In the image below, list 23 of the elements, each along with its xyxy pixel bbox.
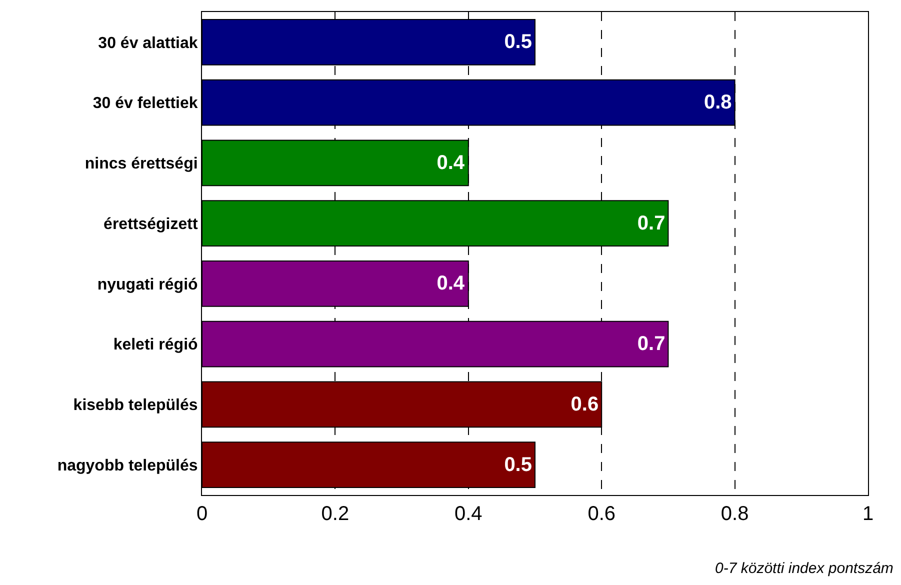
x-tick-label: 0.6 bbox=[588, 503, 616, 525]
x-tick-label: 0.8 bbox=[720, 503, 749, 525]
data-label: 0.5 bbox=[504, 454, 532, 476]
y-tick-label: nagyobb település bbox=[57, 457, 198, 474]
y-tick-label: érettségizett bbox=[104, 216, 198, 233]
data-label: 0.4 bbox=[436, 272, 466, 295]
data-label: 0.8 bbox=[704, 92, 732, 114]
y-tick-label: keleti régió bbox=[113, 336, 198, 354]
x-axis-title: 0-7 közötti index pontszám bbox=[715, 560, 894, 577]
x-tick-label: 0 bbox=[196, 503, 208, 525]
data-label: 0.4 bbox=[436, 152, 466, 174]
y-tick-label: 30 év felettiek bbox=[92, 95, 198, 112]
data-label: 0.5 bbox=[504, 31, 532, 54]
x-tick-label: 0.2 bbox=[321, 503, 350, 525]
data-label: 0.6 bbox=[570, 393, 599, 416]
data-label: 0.7 bbox=[637, 333, 666, 356]
y-tick-label: kisebb település bbox=[73, 397, 198, 414]
y-tick-label: 30 év alattiak bbox=[98, 34, 198, 52]
x-tick-label: 1 bbox=[862, 503, 874, 525]
data-label: 0.7 bbox=[637, 212, 666, 234]
x-tick-label: 0.4 bbox=[454, 503, 482, 525]
y-tick-label: nincs érettségi bbox=[84, 156, 198, 173]
y-tick-label: nyugati régió bbox=[97, 276, 198, 294]
